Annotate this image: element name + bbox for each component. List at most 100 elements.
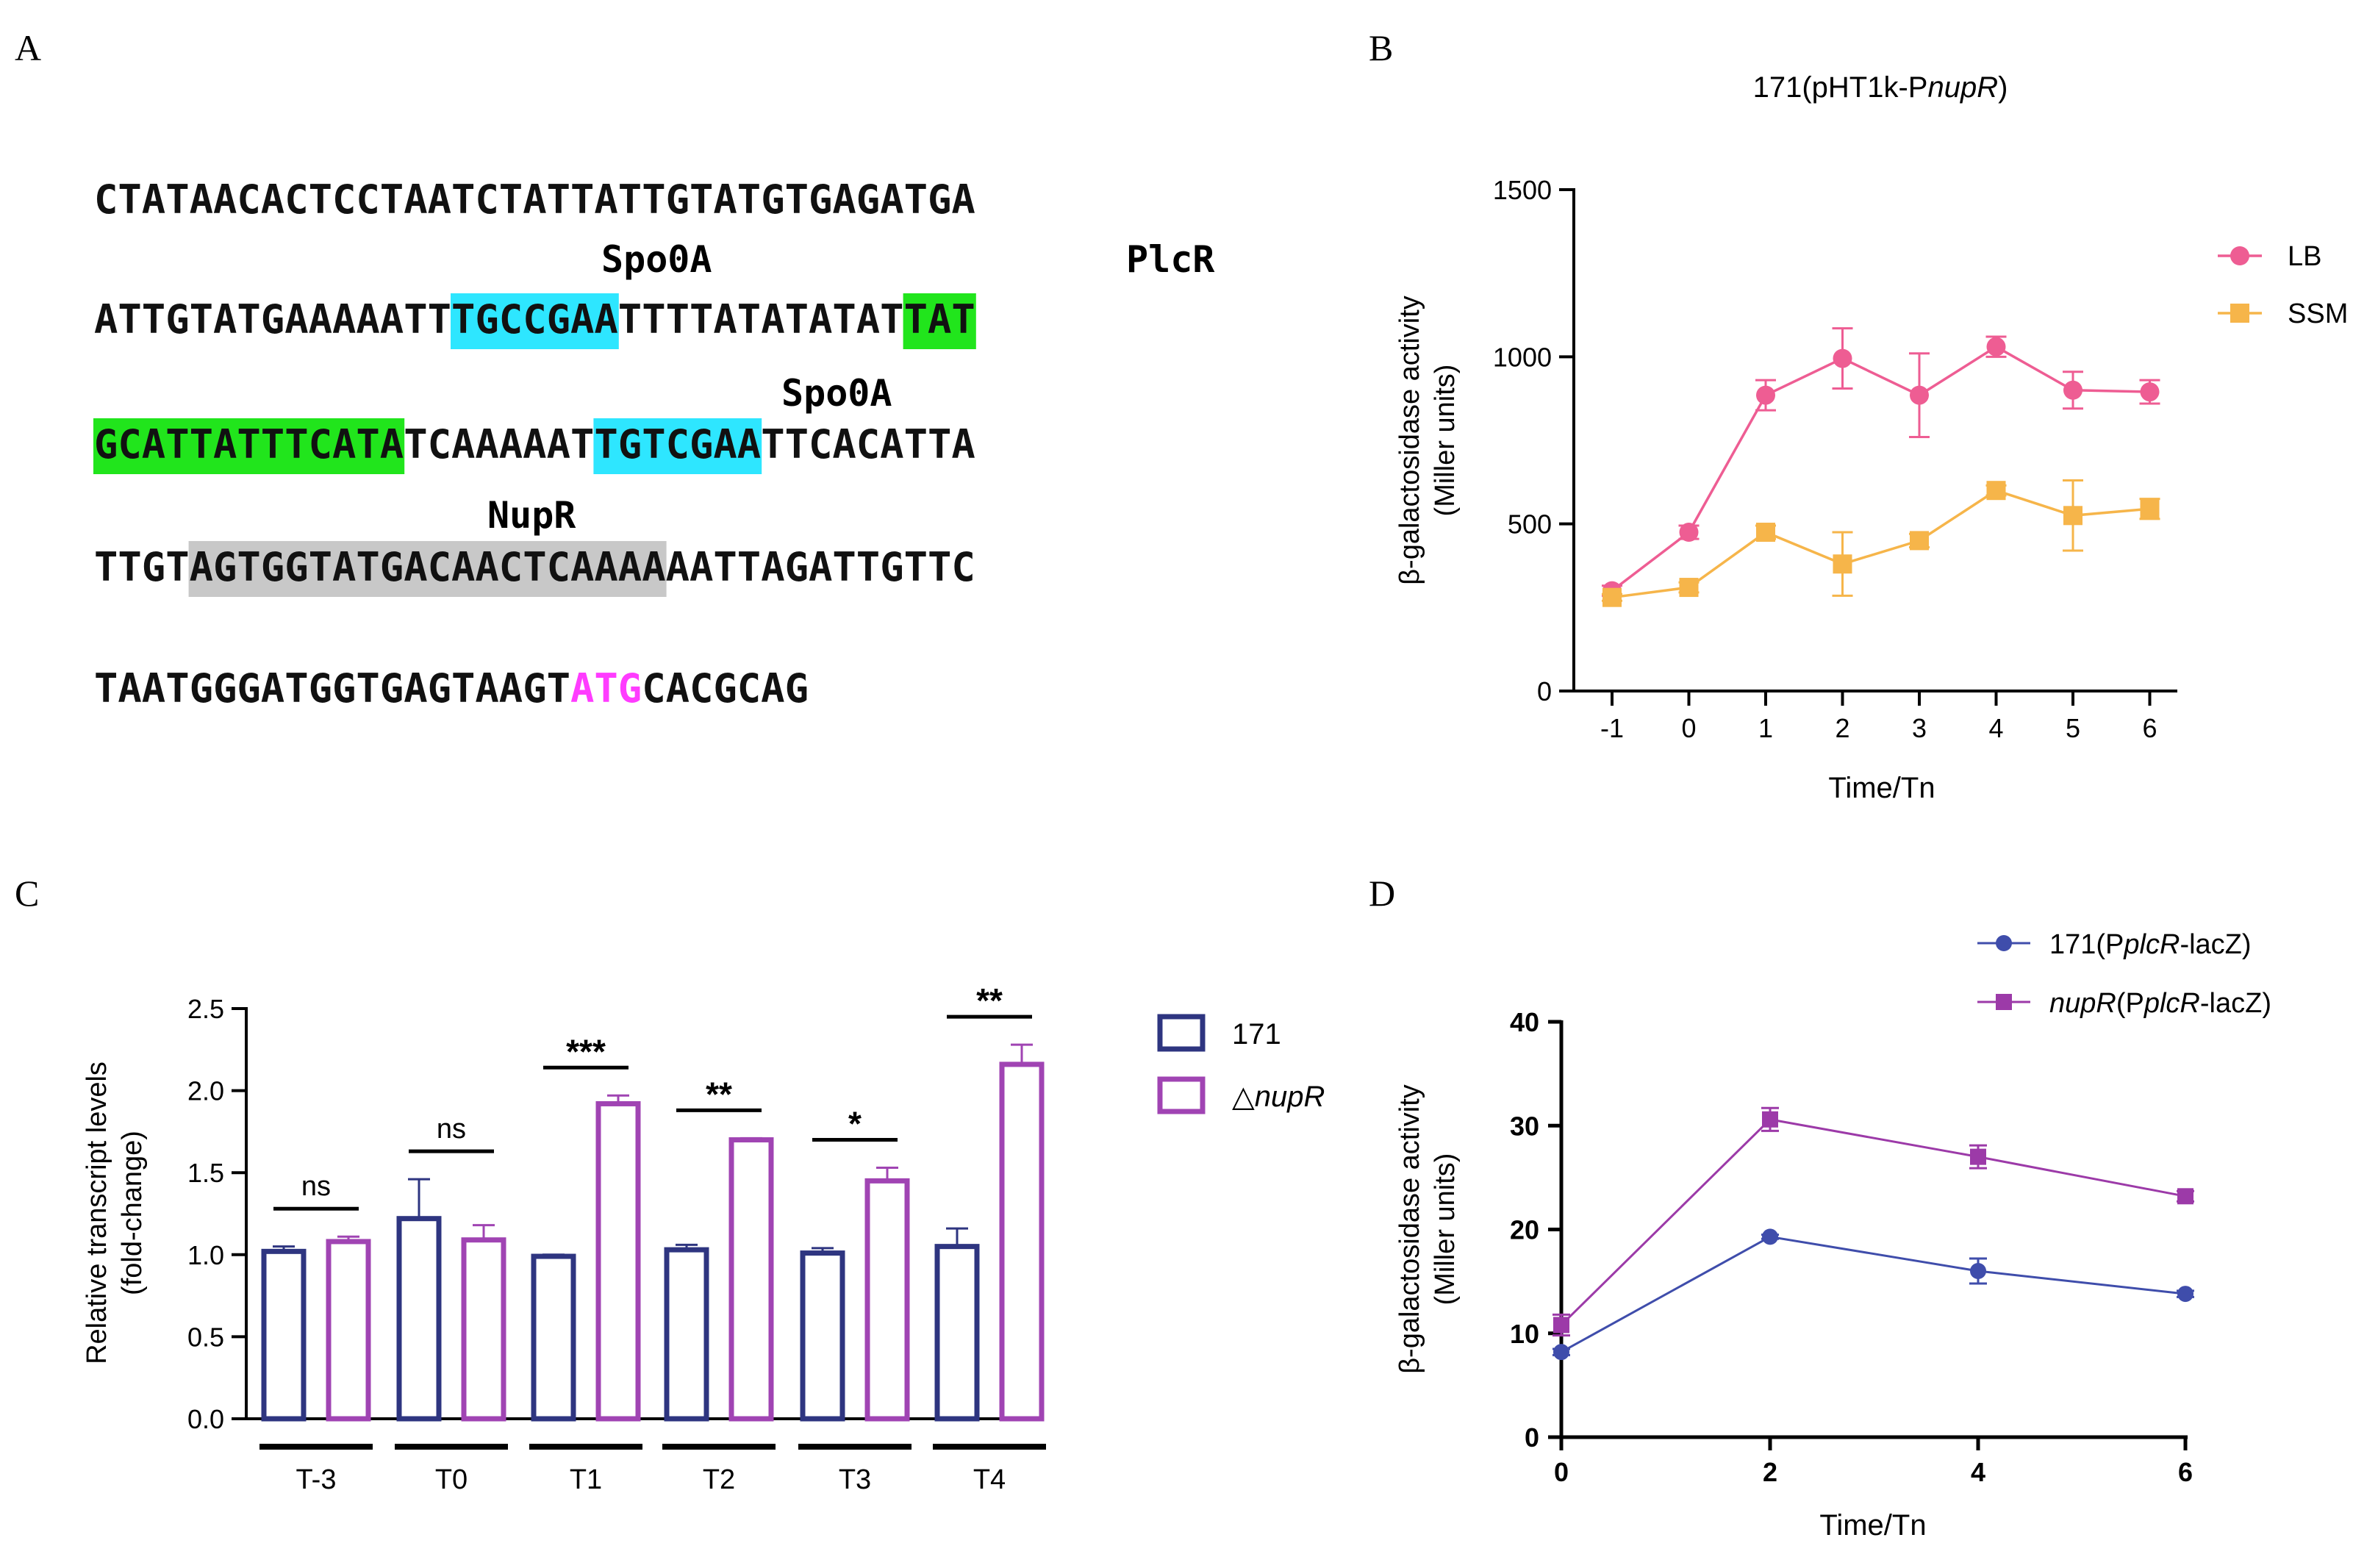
x-tick-label: 0 [1681,713,1696,743]
data-point-ssm [2063,506,2082,526]
sequence-segment: GCATTATTTCATA [94,421,404,468]
sequence-segment: CACGCAG [642,665,809,712]
bar-wt [261,1248,307,1422]
legend-label-part: nupR [2049,988,2116,1019]
legend-marker [2230,304,2249,323]
data-point-wt [1762,1228,1778,1245]
x-axis-label: Time/Tn [1828,772,1935,804]
sequence-segment: AGTGGTATGACAACTCAAAA [190,544,666,590]
significance-label: ns [301,1171,331,1202]
significance-label: ns [437,1114,466,1145]
bar-nupr [326,1239,371,1422]
sequence-segment: TAATGGGATGGTGAGTAAGT [94,665,570,712]
data-point-ssm [2140,499,2160,519]
legend-label-part: △ [1232,1081,1255,1113]
series-line [1561,1235,2186,1353]
sequence-segment: ATTGTATGAAAAATT [94,296,451,343]
chart-title-part: ) [1998,71,2008,104]
y-tick-label: 2.0 [187,1076,224,1106]
data-point-wt [1553,1344,1569,1361]
motif-label-plcr: PlcR [1126,238,1215,281]
legend-label: SSM [2288,298,2348,329]
y-axis-label: Relative transcript levels [82,1062,112,1364]
bar-wt [934,1244,980,1422]
y-tick-label: 500 [1508,509,1552,540]
x-tick-label: 1 [1758,713,1773,743]
x-tick-label: T0 [435,1464,468,1495]
y-tick-label: 0 [1537,676,1552,706]
motif-label-spo0a-2: Spo0A [781,372,892,415]
legend-label-part: -lacZ) [2180,929,2251,960]
panel-label-c: C [15,873,39,914]
panel-d-chart: 0 10 20 30 40 0 2 4 6 Time/Tn β-galactosidase acti… [1394,929,2271,1542]
y-axis-label: (Miller units) [1430,1153,1461,1306]
chart-title-part: 171(pHT1k-P [1753,71,1928,104]
x-tick-label: 4 [1988,713,2003,743]
significance-label: ** [706,1075,732,1113]
data-point-lb [2140,382,2160,402]
x-tick-label: 3 [1912,713,1927,743]
data-point-nupr [1762,1111,1778,1128]
y-tick-label: 1.5 [187,1158,224,1188]
panel-c-chart: 0.0 0.5 1.0 1.5 2.0 2.5 Relative transcript le… [82,981,1325,1495]
legend-label: LB [2288,241,2321,272]
significance-label: * [848,1105,862,1143]
x-tick-label: T4 [973,1464,1006,1495]
x-tick-label: 2 [1763,1457,1777,1487]
data-point-nupr [2177,1188,2193,1205]
y-axis-label: β-galactosidase activity [1394,296,1425,585]
bar-nupr [999,1062,1045,1422]
bar-nupr [864,1178,910,1422]
data-point-lb [1679,523,1699,543]
sequence-segment: TTCACATTA [761,421,975,468]
data-point-ssm [1910,531,1929,551]
x-axis-label: Time/Tn [1819,1509,1926,1542]
legend-swatch [1157,1076,1206,1114]
y-tick-label: 10 [1510,1319,1539,1349]
motif-highlight-green [93,418,405,474]
data-point-ssm [1679,578,1699,598]
data-point-lb [1986,337,2006,357]
data-point-lb [1756,385,1775,405]
sequence-segment: TCAAAAAT [404,421,594,468]
motif-highlight-green [903,293,976,349]
motif-label-spo0a-1: Spo0A [601,238,712,281]
sequence-segment: TGCCGAA [451,296,618,343]
legend-marker [1996,935,2012,951]
bar-wt [800,1250,845,1422]
legend-label: 171 [1232,1018,1281,1050]
y-axis-label: β-galactosidase activity [1394,1084,1425,1374]
data-point-lb [1910,385,1929,405]
y-tick-label: 20 [1510,1215,1539,1245]
legend-label: △nupR [1232,1081,1325,1113]
legend-marker [2230,246,2249,265]
bar-nupr [461,1237,506,1422]
data-point-wt [1970,1263,1986,1279]
sequence-segment: TTGT [94,544,190,590]
bar-wt [664,1247,709,1422]
x-tick-label: -1 [1600,713,1624,743]
bar-nupr [595,1100,641,1422]
sequence-segment: ATG [570,665,642,712]
y-tick-label: 0 [1525,1422,1539,1453]
data-point-lb [2063,380,2082,400]
y-tick-label: 1.0 [187,1240,224,1270]
chart-title: 171(pHT1k-PnupR) [1753,71,2008,104]
sequence-segment: CTATAACACTCCTAATCTATTATTGTATGTGAGATGA [94,176,975,223]
y-axis-label: (fold-change) [117,1131,148,1295]
significance-label: *** [566,1032,606,1070]
sequence-segment: TAT [904,296,975,343]
y-tick-label: 0.5 [187,1322,224,1352]
x-tick-label: 5 [2066,713,2080,743]
y-tick-label: 1500 [1493,175,1552,205]
legend-label-part: (P [2116,988,2144,1019]
sequence-segment: AATTAGATTGTTC [666,544,975,590]
legend-swatch [1157,1014,1206,1052]
panel-label-a: A [15,27,41,68]
motif-highlight-cyan [593,418,762,474]
y-tick-label: 1000 [1493,342,1552,372]
legend-label: nupR(PplcR-lacZ) [2049,988,2271,1019]
legend-marker [1996,994,2012,1010]
motif-label-nupr: NupR [487,494,576,537]
